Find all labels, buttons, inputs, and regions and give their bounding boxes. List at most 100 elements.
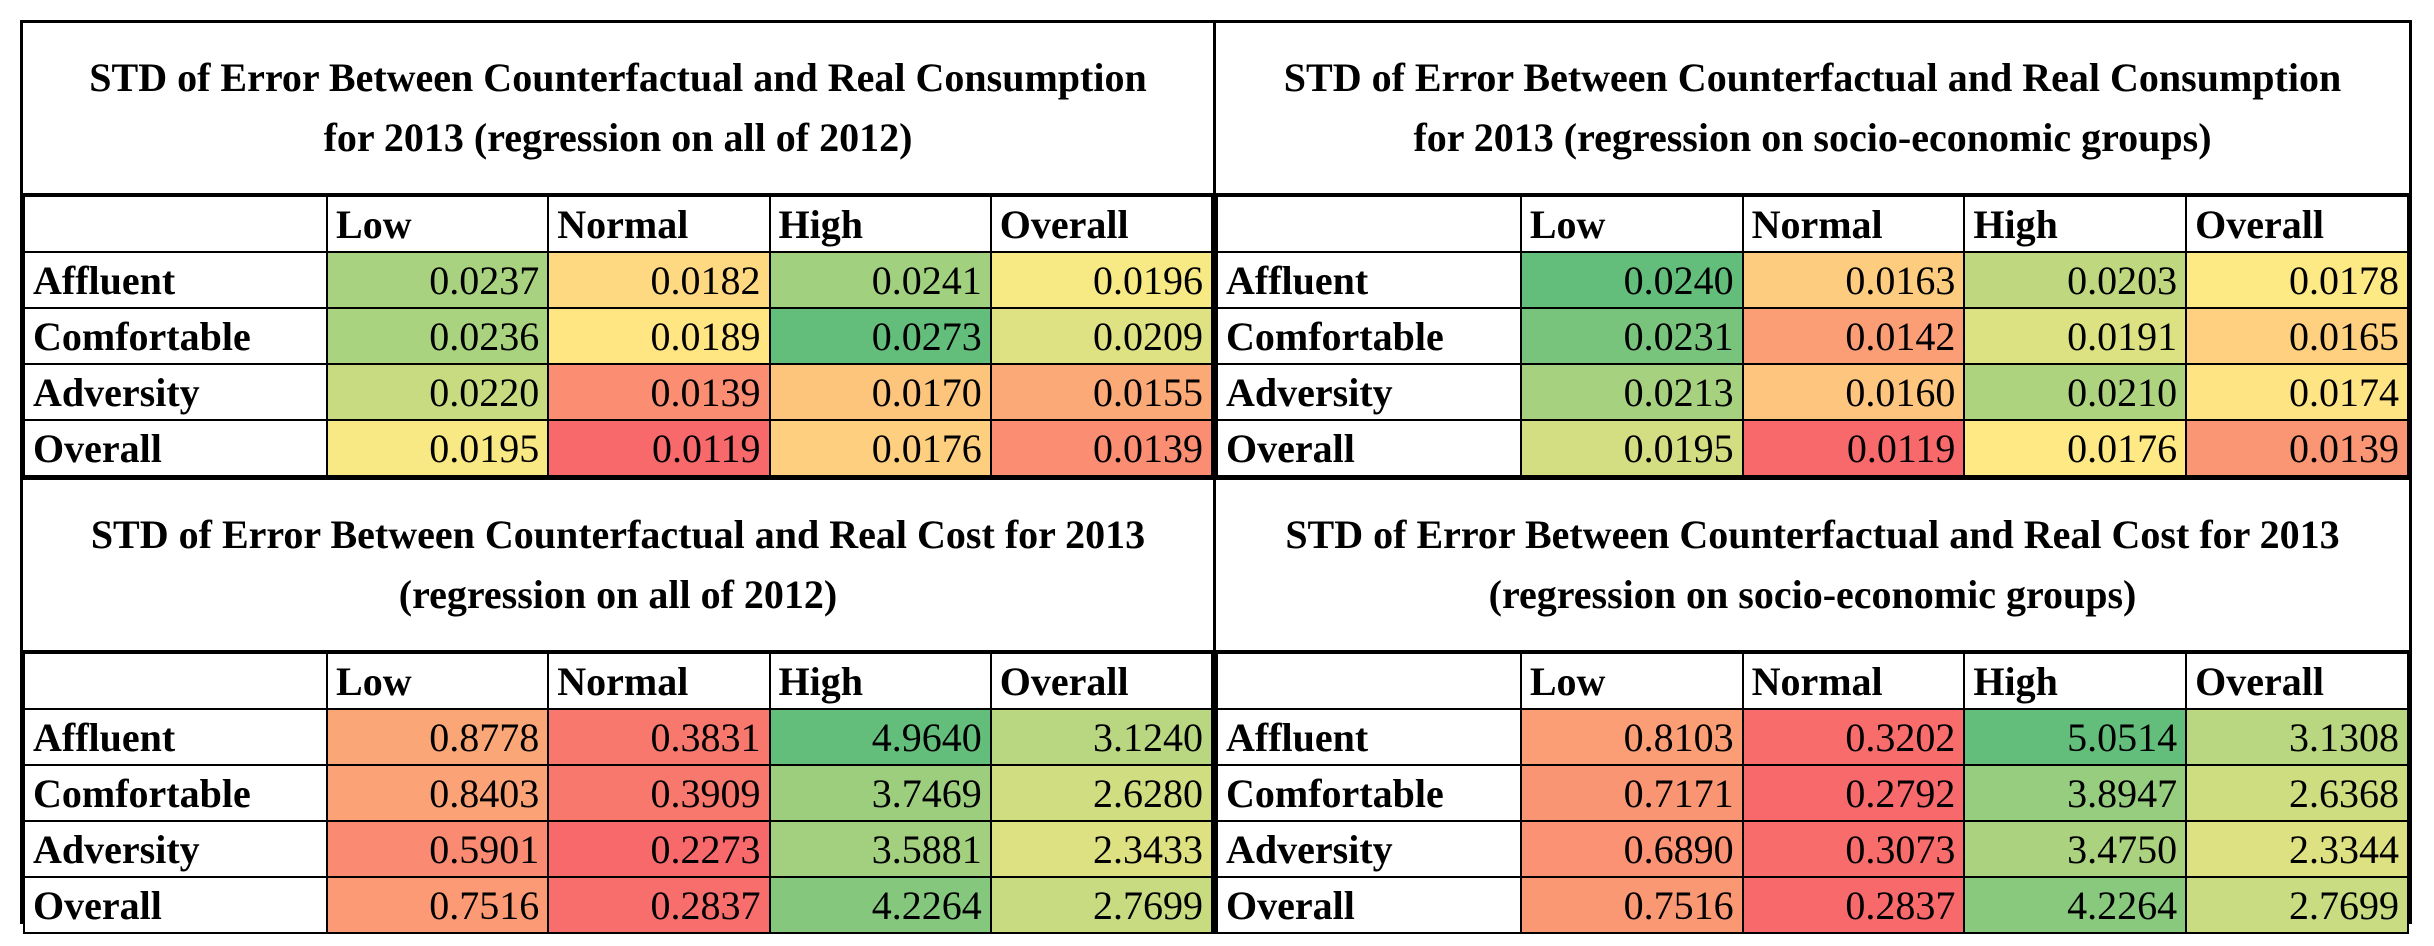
column-header[interactable]: Overall (989, 195, 1214, 253)
row-label[interactable]: Comfortable (22, 764, 329, 822)
row-label[interactable]: Affluent (1216, 708, 1522, 766)
value-cell[interactable]: 0.7516 (326, 876, 550, 934)
value-cell[interactable]: 0.0163 (1741, 251, 1966, 309)
value-cell[interactable]: 0.3909 (547, 764, 771, 822)
value-cell[interactable]: 0.0174 (2185, 363, 2409, 421)
value-cell[interactable]: 2.3433 (989, 820, 1214, 878)
value-cell[interactable]: 2.7699 (989, 876, 1214, 934)
row-label[interactable]: Comfortable (1216, 307, 1522, 365)
value-cell[interactable]: 0.7516 (1519, 876, 1744, 934)
value-cell[interactable]: 0.3202 (1741, 708, 1966, 766)
column-header[interactable]: Normal (547, 195, 771, 253)
value-cell[interactable]: 0.0139 (547, 363, 771, 421)
column-header[interactable]: Low (1519, 195, 1744, 253)
column-header[interactable]: High (1963, 195, 2188, 253)
value-cell[interactable]: 3.1308 (2185, 708, 2409, 766)
value-cell[interactable]: 3.7469 (768, 764, 992, 822)
value-cell[interactable]: 0.0213 (1519, 363, 1744, 421)
value-cell[interactable]: 0.0240 (1519, 251, 1744, 309)
value-cell[interactable]: 0.8103 (1519, 708, 1744, 766)
column-header[interactable]: Normal (1741, 195, 1966, 253)
value-cell[interactable]: 0.0176 (768, 419, 992, 477)
row-label[interactable]: Overall (1216, 419, 1522, 477)
value-cell[interactable]: 0.8778 (326, 708, 550, 766)
value-cell[interactable]: 0.2792 (1741, 764, 1966, 822)
value-cell[interactable]: 0.0195 (1519, 419, 1744, 477)
column-header[interactable]: High (768, 652, 992, 710)
value-cell[interactable]: 0.0178 (2185, 251, 2409, 309)
value-cell[interactable]: 4.2264 (768, 876, 992, 934)
value-cell[interactable]: 4.2264 (1963, 876, 2188, 934)
value-cell[interactable]: 3.1240 (989, 708, 1214, 766)
row-label[interactable]: Comfortable (22, 307, 329, 365)
column-header[interactable]: Overall (989, 652, 1214, 710)
value-cell[interactable]: 5.0514 (1963, 708, 2188, 766)
value-cell[interactable]: 0.0203 (1963, 251, 2188, 309)
value-cell[interactable]: 0.0210 (1963, 363, 2188, 421)
column-header[interactable]: Low (1519, 652, 1744, 710)
value-cell[interactable]: 2.6280 (989, 764, 1214, 822)
value-cell[interactable]: 0.0195 (326, 419, 550, 477)
row-label[interactable]: Affluent (22, 708, 329, 766)
value-cell[interactable]: 0.5901 (326, 820, 550, 878)
value-cell[interactable]: 0.0220 (326, 363, 550, 421)
value-cell[interactable]: 0.3073 (1741, 820, 1966, 878)
corner-cell[interactable] (1216, 195, 1522, 253)
value-cell[interactable]: 0.0209 (989, 307, 1214, 365)
value-cell[interactable]: 3.5881 (768, 820, 992, 878)
row-label[interactable]: Affluent (1216, 251, 1522, 309)
value-cell[interactable]: 0.2837 (547, 876, 771, 934)
row-label[interactable]: Adversity (1216, 820, 1522, 878)
row-label[interactable]: Overall (1216, 876, 1522, 934)
value-cell[interactable]: 0.0236 (326, 307, 550, 365)
column-header[interactable]: High (1963, 652, 2188, 710)
row-label[interactable]: Adversity (1216, 363, 1522, 421)
column-header[interactable]: Normal (547, 652, 771, 710)
column-header[interactable]: Low (326, 195, 550, 253)
row-label[interactable]: Adversity (22, 363, 329, 421)
row-label[interactable]: Comfortable (1216, 764, 1522, 822)
value-cell[interactable]: 0.0273 (768, 307, 992, 365)
value-cell[interactable]: 0.0237 (326, 251, 550, 309)
column-header[interactable]: Normal (1741, 652, 1966, 710)
value-cell[interactable]: 0.2837 (1741, 876, 1966, 934)
row-label[interactable]: Overall (22, 419, 329, 477)
value-cell[interactable]: 0.0155 (989, 363, 1214, 421)
value-cell[interactable]: 4.9640 (768, 708, 992, 766)
value-cell[interactable]: 0.0119 (1741, 419, 1966, 477)
value-cell[interactable]: 0.0191 (1963, 307, 2188, 365)
value-cell[interactable]: 2.6368 (2185, 764, 2409, 822)
value-cell[interactable]: 2.7699 (2185, 876, 2409, 934)
row-label[interactable]: Adversity (22, 820, 329, 878)
corner-cell[interactable] (22, 195, 329, 253)
value-cell[interactable]: 0.0139 (2185, 419, 2409, 477)
value-cell[interactable]: 2.3344 (2185, 820, 2409, 878)
row-label[interactable]: Overall (22, 876, 329, 934)
value-cell[interactable]: 0.3831 (547, 708, 771, 766)
value-cell[interactable]: 0.0196 (989, 251, 1214, 309)
value-cell[interactable]: 0.7171 (1519, 764, 1744, 822)
value-cell[interactable]: 0.0241 (768, 251, 992, 309)
corner-cell[interactable] (22, 652, 329, 710)
value-cell[interactable]: 0.2273 (547, 820, 771, 878)
value-cell[interactable]: 0.0182 (547, 251, 771, 309)
value-cell[interactable]: 0.0142 (1741, 307, 1966, 365)
value-cell[interactable]: 0.0160 (1741, 363, 1966, 421)
value-cell[interactable]: 3.8947 (1963, 764, 2188, 822)
column-header[interactable]: Overall (2185, 652, 2409, 710)
value-cell[interactable]: 3.4750 (1963, 820, 2188, 878)
value-cell[interactable]: 0.6890 (1519, 820, 1744, 878)
value-cell[interactable]: 0.0165 (2185, 307, 2409, 365)
corner-cell[interactable] (1216, 652, 1522, 710)
column-header[interactable]: Overall (2185, 195, 2409, 253)
value-cell[interactable]: 0.0231 (1519, 307, 1744, 365)
column-header[interactable]: Low (326, 652, 550, 710)
value-cell[interactable]: 0.0189 (547, 307, 771, 365)
value-cell[interactable]: 0.0170 (768, 363, 992, 421)
value-cell[interactable]: 0.8403 (326, 764, 550, 822)
column-header[interactable]: High (768, 195, 992, 253)
value-cell[interactable]: 0.0176 (1963, 419, 2188, 477)
value-cell[interactable]: 0.0139 (989, 419, 1214, 477)
value-cell[interactable]: 0.0119 (547, 419, 771, 477)
row-label[interactable]: Affluent (22, 251, 329, 309)
